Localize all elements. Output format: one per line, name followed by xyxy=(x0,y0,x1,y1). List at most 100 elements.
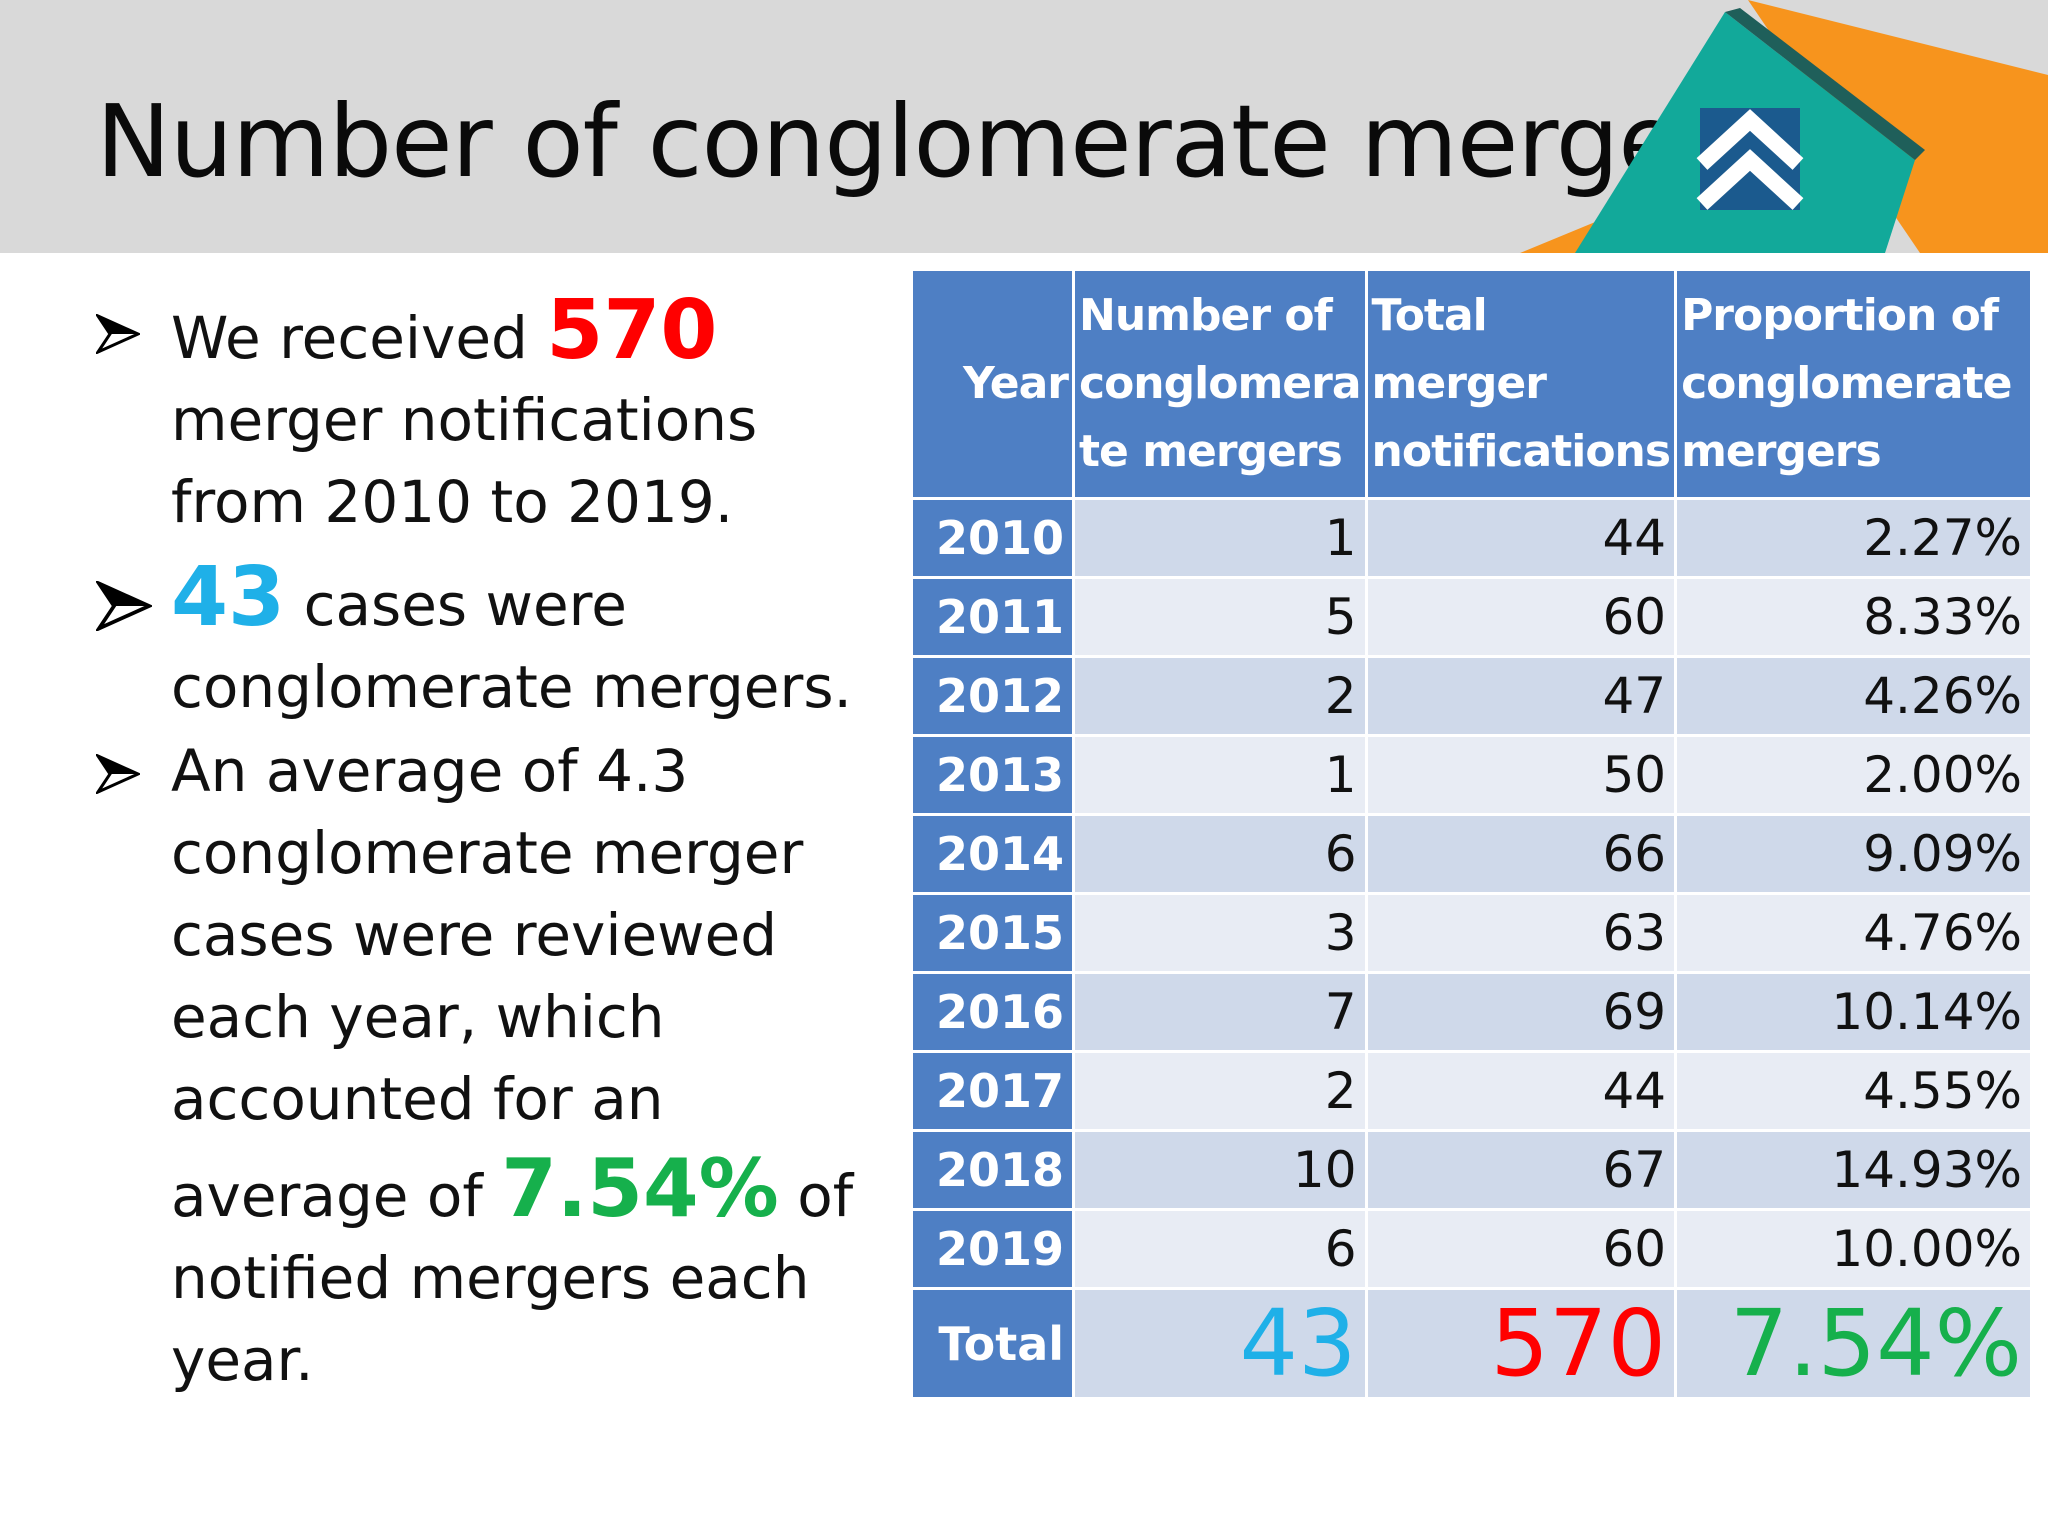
proportion-cell: 8.33% xyxy=(1674,576,2034,658)
bullet-text: each year, which xyxy=(171,983,665,1051)
header-line: Proportion of xyxy=(1681,290,1999,341)
conglomerate-cell: 5 xyxy=(1072,576,1368,658)
header-line: notifications xyxy=(1371,426,1672,477)
header-line: conglomera xyxy=(1079,358,1362,409)
header-line: Total merger xyxy=(1371,290,1547,409)
bullet-notifications: We received 570 merger notifications fro… xyxy=(96,290,876,543)
proportion-cell: 4.55% xyxy=(1674,1050,2034,1132)
total-cell: 60 xyxy=(1364,576,1678,658)
bullet-text: from 2010 to 2019. xyxy=(171,468,734,536)
proportion-cell: 2.27% xyxy=(1674,497,2034,579)
conglomerate-cell: 6 xyxy=(1072,1208,1368,1290)
bullet-text: We received xyxy=(171,304,528,372)
year-cell: 2013 xyxy=(910,734,1075,816)
bullet-text: accounted for an xyxy=(171,1065,664,1133)
arrowhead-bullet-icon xyxy=(96,730,146,812)
proportion-cell: 9.09% xyxy=(1674,813,2034,895)
total-conglomerate-cell: 43 xyxy=(1072,1287,1368,1400)
total-cell: 47 xyxy=(1364,655,1678,737)
header-line: conglomerate xyxy=(1681,358,2012,409)
column-header-conglomerate: Number of conglomera te mergers xyxy=(1072,268,1368,500)
arrowhead-bullet-icon xyxy=(96,557,152,639)
bullet-text: cases were reviewed xyxy=(171,901,778,969)
highlight-number: 570 xyxy=(546,283,718,378)
proportion-cell: 4.76% xyxy=(1674,892,2034,974)
year-cell: 2019 xyxy=(910,1208,1075,1290)
header-line: te mergers xyxy=(1079,426,1343,477)
total-cell: 66 xyxy=(1364,813,1678,895)
conglomerate-cell: 3 xyxy=(1072,892,1368,974)
slide-header: Number of conglomerate mergers xyxy=(0,0,2048,253)
logo-dark-stripe-icon xyxy=(1725,8,1925,160)
proportion-cell: 2.00% xyxy=(1674,734,2034,816)
table-row: 2018 10 67 14.93% xyxy=(910,1129,2034,1211)
table-header-row: Year Number of conglomera te mergers Tot… xyxy=(910,268,2034,500)
bullet-text: merger notifications xyxy=(171,386,758,454)
bullet-text: An average of 4.3 xyxy=(171,737,689,805)
total-cell: 67 xyxy=(1364,1129,1678,1211)
total-cell: 50 xyxy=(1364,734,1678,816)
conglomerate-cell: 2 xyxy=(1072,655,1368,737)
total-cell: 63 xyxy=(1364,892,1678,974)
conglomerate-cell: 6 xyxy=(1072,813,1368,895)
bullet-text: average of xyxy=(171,1162,483,1230)
highlight-percent: 7.54% xyxy=(501,1142,779,1235)
column-header-total: Total merger notifications xyxy=(1364,268,1678,500)
page-title: Number of conglomerate mergers xyxy=(96,83,1771,200)
conglomerate-cell: 1 xyxy=(1072,497,1368,579)
year-cell: 2017 xyxy=(910,1050,1075,1132)
arrowhead-bullet-icon xyxy=(96,290,146,372)
bullet-list: We received 570 merger notifications fro… xyxy=(96,290,876,1401)
table-row: 2017 2 44 4.55% xyxy=(910,1050,2034,1132)
proportion-cell: 10.14% xyxy=(1674,971,2034,1053)
table-row: 2013 1 50 2.00% xyxy=(910,734,2034,816)
bullet-text: year. xyxy=(171,1326,314,1394)
total-cell: 44 xyxy=(1364,497,1678,579)
double-chevron-up-logo xyxy=(1520,0,2048,253)
table-total-row: Total 43 570 7.54% xyxy=(910,1287,2034,1400)
year-cell: 2012 xyxy=(910,655,1075,737)
year-cell: 2016 xyxy=(910,971,1075,1053)
conglomerate-cell: 1 xyxy=(1072,734,1368,816)
total-cell: 44 xyxy=(1364,1050,1678,1132)
table-row: 2016 7 69 10.14% xyxy=(910,971,2034,1053)
year-cell: 2014 xyxy=(910,813,1075,895)
total-label-cell: Total xyxy=(910,1287,1075,1400)
chevron-up-icon xyxy=(1696,109,1804,170)
year-cell: 2011 xyxy=(910,576,1075,658)
table-row: 2019 6 60 10.00% xyxy=(910,1208,2034,1290)
total-cell: 69 xyxy=(1364,971,1678,1053)
total-notifications-cell: 570 xyxy=(1364,1287,1678,1400)
chevron-up-icon-2 xyxy=(1696,149,1804,210)
table-row: 2015 3 63 4.76% xyxy=(910,892,2034,974)
column-header-year: Year xyxy=(910,268,1075,500)
conglomerate-cell: 7 xyxy=(1072,971,1368,1053)
table-row: 2011 5 60 8.33% xyxy=(910,576,2034,658)
header-line: mergers xyxy=(1681,426,1882,477)
table-row: 2010 1 44 2.27% xyxy=(910,497,2034,579)
year-cell: 2015 xyxy=(910,892,1075,974)
highlight-number: 43 xyxy=(171,550,286,645)
bullet-conglomerate-cases: 43 cases were conglomerate mergers. xyxy=(96,557,876,728)
column-header-proportion: Proportion of conglomerate mergers xyxy=(1674,268,2034,500)
total-proportion-cell: 7.54% xyxy=(1674,1287,2034,1400)
header-line: Number of xyxy=(1079,290,1333,341)
merger-data-table: Year Number of conglomera te mergers Tot… xyxy=(910,268,2034,1400)
bullet-text: cases were xyxy=(303,571,627,639)
table-row: 2012 2 47 4.26% xyxy=(910,655,2034,737)
bullet-text: notified mergers each xyxy=(171,1244,810,1312)
year-cell: 2010 xyxy=(910,497,1075,579)
conglomerate-cell: 2 xyxy=(1072,1050,1368,1132)
bullet-text: conglomerate merger xyxy=(171,819,804,887)
conglomerate-cell: 10 xyxy=(1072,1129,1368,1211)
proportion-cell: 4.26% xyxy=(1674,655,2034,737)
logo-orange-band-icon xyxy=(1748,0,2048,253)
proportion-cell: 10.00% xyxy=(1674,1208,2034,1290)
header-line: Year xyxy=(962,358,1069,409)
proportion-cell: 14.93% xyxy=(1674,1129,2034,1211)
bullet-text: of xyxy=(797,1162,854,1230)
bullet-text: conglomerate mergers. xyxy=(171,653,852,721)
bullet-average: An average of 4.3 conglomerate merger ca… xyxy=(96,730,876,1401)
year-cell: 2018 xyxy=(910,1129,1075,1211)
table-row: 2014 6 66 9.09% xyxy=(910,813,2034,895)
